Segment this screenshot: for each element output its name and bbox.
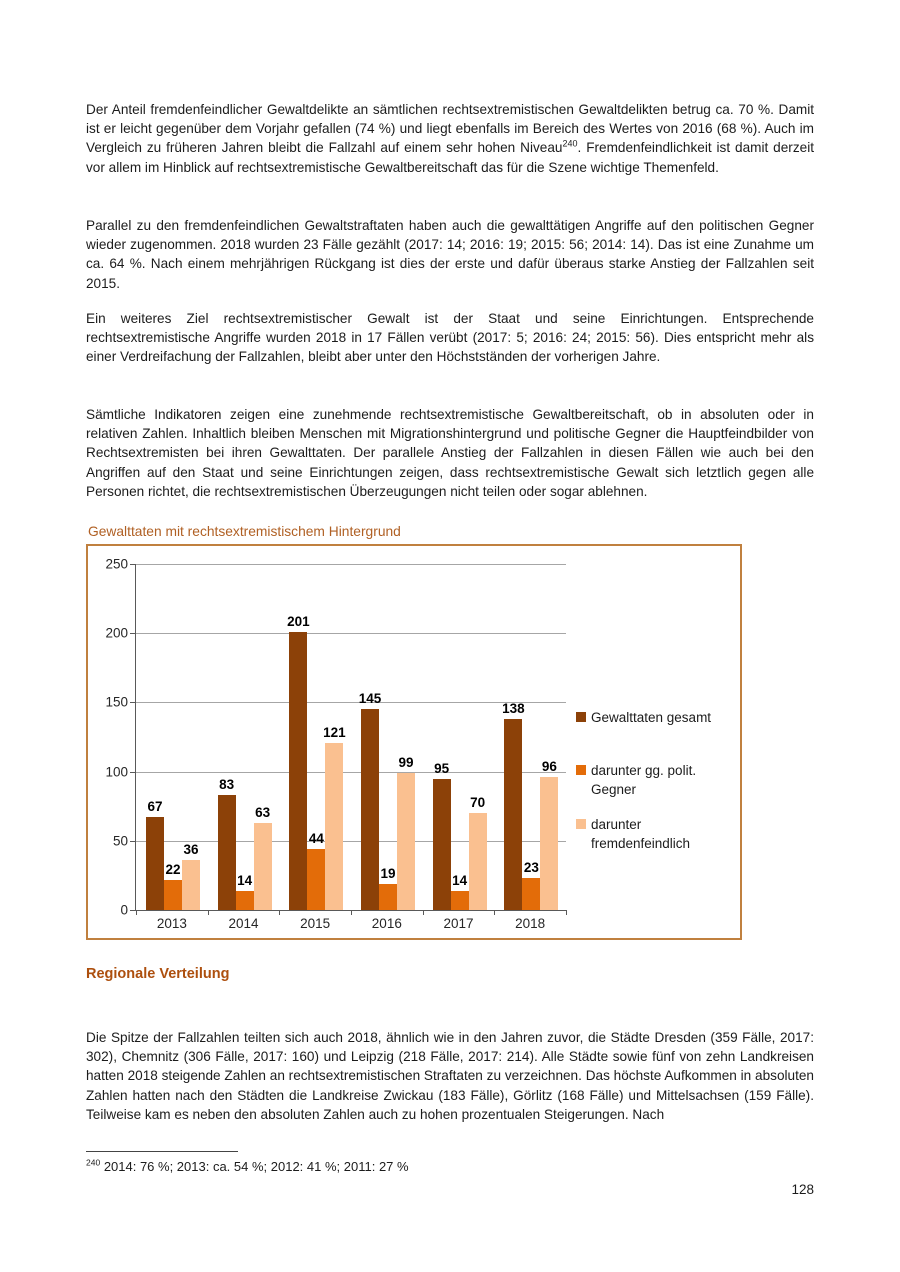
footnote-number: 240 <box>86 1157 101 1168</box>
footnote-text: 2014: 76 %; 2013: ca. 54 %; 2012: 41 %; … <box>103 1159 409 1174</box>
section-heading: Regionale Verteilung <box>86 966 230 982</box>
bar-2018-series-2 <box>522 878 541 910</box>
x-tick-mark <box>566 910 567 915</box>
bar-value-label: 95 <box>434 760 450 776</box>
bar-value-label: 70 <box>470 795 486 811</box>
paragraph-1-text: Der Anteil fremdenfeindlicher Gewaltdeli… <box>86 101 814 156</box>
footnote-ref-240: 240 <box>562 138 578 149</box>
bar-2016-series-1 <box>361 709 379 910</box>
bar-value-label: 83 <box>219 777 235 793</box>
x-tick-label: 2014 <box>228 916 259 931</box>
y-tick-label: 250 <box>105 556 128 572</box>
x-tick-mark <box>136 910 137 915</box>
bar-2014-series-3 <box>253 822 272 910</box>
bar-2017-series-3 <box>468 813 487 910</box>
bar-value-label: 14 <box>237 872 253 888</box>
bar-value-label: 23 <box>523 860 539 876</box>
bar-value-label: 145 <box>358 691 382 707</box>
y-tick-label: 50 <box>112 833 128 849</box>
bar-value-label: 67 <box>147 799 163 815</box>
chart-legend: Gewalttaten gesamt darunter gg. polit. Ge… <box>576 708 738 869</box>
y-tick-mark <box>130 564 135 565</box>
bar-2013-series-2 <box>164 879 182 910</box>
bar-value-label: 201 <box>287 613 310 629</box>
paragraph-1: Der Anteil fremdenfeindlicher Gewaltdeli… <box>86 100 814 178</box>
bar-2015-series-1 <box>289 631 308 910</box>
bar-2015-series-2 <box>307 849 326 910</box>
legend-item: darunter gg. polit. Gegner <box>576 761 738 799</box>
paragraph-1-text-cont: . Fremdenfeindlichkeit ist damit derzeit… <box>86 140 814 175</box>
paragraph-4: Sämtliche Indikatoren zeigen eine zunehm… <box>86 406 814 500</box>
x-tick-label: 2013 <box>156 916 187 931</box>
x-tick-mark <box>422 910 424 915</box>
x-tick-mark <box>279 910 281 915</box>
bar-value-label: 99 <box>398 754 414 770</box>
y-tick-mark <box>130 702 135 704</box>
paragraph-3: Ein weiteres Ziel rechtsextremistischer … <box>86 310 814 365</box>
x-tick-label: 2017 <box>443 916 474 931</box>
chart-title: Gewalttaten mit rechtsextremistischem Hi… <box>88 524 401 539</box>
bar-2014-series-2 <box>235 890 254 910</box>
chart: 67 22 36 2013 83 14 63 2014 201 44 121 2015 145 19 99 2… <box>86 544 742 940</box>
y-tick-label: 150 <box>105 694 128 710</box>
legend-label: Gewalttaten gesamt <box>591 710 712 725</box>
gridline-200 <box>136 633 566 635</box>
bar-2016-series-3 <box>397 772 415 910</box>
bar-2014-series-1 <box>217 795 236 910</box>
legend-label: darunter fremdenfeindlich <box>591 817 691 851</box>
footnote-separator <box>86 1151 238 1152</box>
legend-swatch-icon <box>576 765 586 775</box>
bar-2017-series-1 <box>432 778 451 910</box>
bar-value-label: 36 <box>183 842 199 858</box>
y-tick-mark <box>130 633 135 635</box>
y-tick-mark <box>130 771 135 773</box>
bar-2013-series-1 <box>146 817 164 910</box>
legend-label: darunter gg. polit. Gegner <box>591 763 697 797</box>
bar-2017-series-2 <box>450 890 469 910</box>
bar-value-label: 44 <box>308 831 324 847</box>
chart-plot: 67 22 36 2013 83 14 63 2014 201 44 121 2015 145 19 99 2… <box>130 564 567 931</box>
bar-2016-series-2 <box>379 883 397 910</box>
bar-value-label: 121 <box>323 724 346 740</box>
gridline-100 <box>136 771 566 773</box>
y-tick-label: 200 <box>105 625 128 641</box>
legend-swatch-icon <box>576 819 586 829</box>
x-tick-label: 2018 <box>515 916 546 931</box>
bar-value-label: 22 <box>165 861 181 877</box>
y-tick-label: 100 <box>105 764 128 780</box>
bar-2018-series-1 <box>504 719 523 910</box>
x-tick-mark <box>351 910 352 915</box>
bar-2018-series-3 <box>540 777 559 910</box>
x-tick-label: 2016 <box>371 916 402 931</box>
bar-value-label: 14 <box>452 872 468 888</box>
bar-2015-series-3 <box>325 742 344 910</box>
y-tick-mark <box>130 840 135 842</box>
bar-value-label: 96 <box>541 759 557 775</box>
bar-value-label: 19 <box>380 865 396 881</box>
page-number: 128 <box>791 1182 814 1197</box>
footnote: 240 2014: 76 %; 2013: ca. 54 %; 2012: 41… <box>86 1158 814 1175</box>
bar-value-label: 138 <box>502 701 525 717</box>
x-tick-label: 2015 <box>300 916 331 931</box>
legend-swatch-icon <box>576 712 586 722</box>
y-tick-label: 0 <box>120 902 128 918</box>
x-tick-mark <box>207 910 209 915</box>
gridline-250 <box>136 564 566 565</box>
gridline-50 <box>136 840 566 842</box>
bar-value-label: 63 <box>255 804 271 820</box>
paragraph-5: Die Spitze der Fallzahlen teilten sich a… <box>86 1029 814 1123</box>
x-tick-mark <box>494 910 496 915</box>
y-tick-mark <box>130 910 135 911</box>
legend-item: darunter fremdenfeindlich <box>576 815 738 853</box>
legend-item: Gewalttaten gesamt <box>576 708 738 727</box>
bar-2013-series-3 <box>182 860 200 910</box>
paragraph-2: Parallel zu den fremdenfeindlichen Gewal… <box>86 217 814 291</box>
gridline-150 <box>136 702 566 704</box>
